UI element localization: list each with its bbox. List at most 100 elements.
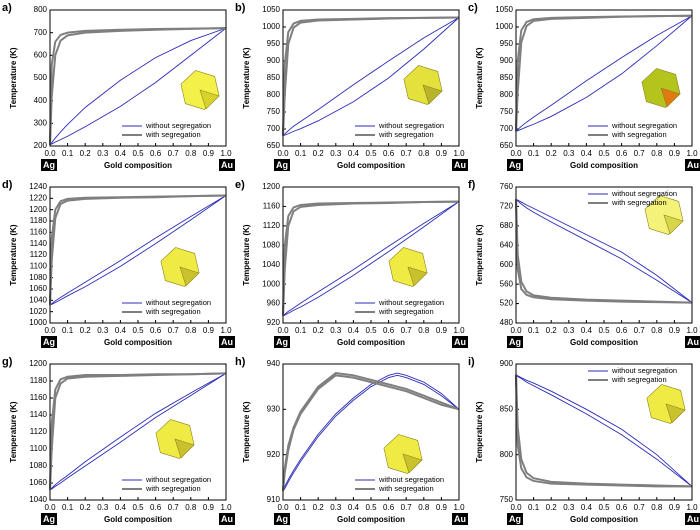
series-line bbox=[282, 374, 460, 492]
x-axis-label: Gold composition bbox=[104, 161, 172, 170]
x-tick-label: 0.9 bbox=[436, 149, 448, 158]
shape-icon-face bbox=[663, 214, 684, 235]
y-axis-label: Temperature (K) bbox=[242, 401, 251, 463]
x-tick-label: 0.1 bbox=[528, 326, 540, 335]
end-label: Au bbox=[221, 160, 233, 170]
series-line bbox=[49, 27, 227, 145]
x-tick-label: 0.6 bbox=[383, 326, 395, 335]
x-tick-label: 1.0 bbox=[453, 149, 465, 158]
y-tick-label: 1050 bbox=[262, 5, 280, 14]
y-tick-label: 300 bbox=[34, 118, 48, 127]
x-tick-label: 0.0 bbox=[510, 503, 522, 512]
x-tick-label: 0.9 bbox=[436, 326, 448, 335]
x-tick-label: 0.5 bbox=[598, 149, 610, 158]
panel: c) Temperature (K) Gold composition 650 700 7… bbox=[468, 2, 700, 171]
y-tick-label: 1080 bbox=[29, 461, 47, 470]
y-tick-label: 700 bbox=[267, 124, 281, 133]
y-tick-label: 950 bbox=[500, 39, 514, 48]
x-tick-label: 0.4 bbox=[115, 326, 127, 335]
x-tick-label: 0.1 bbox=[62, 503, 74, 512]
end-label-box bbox=[685, 159, 700, 171]
end-label-box bbox=[452, 513, 468, 525]
x-tick-label: 0.8 bbox=[651, 326, 663, 335]
end-label: Ag bbox=[276, 160, 288, 170]
x-tick-label: 0.4 bbox=[581, 326, 593, 335]
x-tick-label: 0.0 bbox=[44, 326, 56, 335]
panel: i) Temperature (K) Gold composition 750 800 8… bbox=[468, 356, 700, 525]
end-label: Ag bbox=[509, 160, 521, 170]
series-line bbox=[515, 14, 693, 132]
end-label-box bbox=[219, 159, 235, 171]
x-tick-label: 1.0 bbox=[453, 503, 465, 512]
end-label: Ag bbox=[509, 337, 521, 347]
x-tick-label: 0.5 bbox=[598, 503, 610, 512]
x-tick-label: 0.1 bbox=[295, 503, 307, 512]
x-tick-label: 0.8 bbox=[651, 503, 663, 512]
x-tick-label: 0.3 bbox=[563, 149, 575, 158]
y-tick-label: 680 bbox=[500, 221, 514, 230]
y-tick-label: 1040 bbox=[29, 295, 47, 304]
x-tick-label: 0.5 bbox=[132, 149, 144, 158]
end-label: Ag bbox=[43, 337, 55, 347]
end-label: Au bbox=[687, 514, 699, 524]
shape-icon-face bbox=[660, 87, 681, 108]
series-line bbox=[282, 201, 460, 317]
series-line bbox=[282, 16, 460, 136]
x-tick-label: 1.0 bbox=[220, 326, 232, 335]
x-tick-label: 0.5 bbox=[365, 326, 377, 335]
x-tick-label: 0.1 bbox=[528, 149, 540, 158]
y-axis-label: Temperature (K) bbox=[9, 401, 18, 463]
y-tick-label: 750 bbox=[500, 107, 514, 116]
x-tick-label: 0.4 bbox=[115, 503, 127, 512]
end-label-box bbox=[41, 336, 57, 348]
x-tick-label: 0.6 bbox=[616, 149, 628, 158]
end-label-box bbox=[507, 336, 523, 348]
y-tick-label: 800 bbox=[500, 450, 514, 459]
x-tick-label: 0.3 bbox=[330, 503, 342, 512]
y-tick-label: 1120 bbox=[263, 221, 281, 230]
x-tick-label: 0.1 bbox=[62, 149, 74, 158]
y-tick-label: 800 bbox=[34, 5, 48, 14]
plot-frame bbox=[515, 186, 693, 324]
y-tick-label: 1140 bbox=[30, 410, 48, 419]
x-tick-label: 0.2 bbox=[313, 326, 325, 335]
legend-label: without segregation bbox=[378, 475, 444, 484]
shape-icon-face bbox=[179, 266, 200, 287]
y-tick-label: 500 bbox=[34, 73, 48, 82]
series-line bbox=[282, 201, 460, 317]
x-tick-label: 0.7 bbox=[401, 149, 413, 158]
y-tick-label: 1220 bbox=[29, 193, 47, 202]
series-line bbox=[49, 195, 227, 306]
x-tick-label: 0.8 bbox=[651, 149, 663, 158]
end-label: Au bbox=[687, 337, 699, 347]
end-label-box bbox=[219, 513, 235, 525]
y-tick-label: 920 bbox=[267, 318, 281, 327]
x-tick-label: 1.0 bbox=[220, 149, 232, 158]
panel-label: a) bbox=[2, 2, 12, 14]
x-tick-label: 0.5 bbox=[132, 503, 144, 512]
legend-label: with segregation bbox=[145, 484, 201, 493]
x-tick-label: 0.7 bbox=[168, 149, 180, 158]
end-label: Au bbox=[454, 514, 466, 524]
y-tick-label: 1060 bbox=[29, 284, 47, 293]
legend-label: with segregation bbox=[611, 130, 667, 139]
x-tick-label: 0.0 bbox=[277, 503, 289, 512]
x-tick-label: 0.5 bbox=[365, 149, 377, 158]
y-axis-label: Temperature (K) bbox=[242, 47, 251, 109]
x-tick-label: 0.2 bbox=[546, 326, 558, 335]
end-label-box bbox=[452, 159, 468, 171]
series-line bbox=[515, 199, 693, 304]
series-line bbox=[282, 17, 460, 137]
y-axis-label: Temperature (K) bbox=[475, 47, 484, 109]
panel: a) Temperature (K) Gold composition 200 300 4… bbox=[2, 2, 235, 171]
end-label-box bbox=[274, 513, 290, 525]
y-tick-label: 560 bbox=[500, 279, 514, 288]
x-tick-label: 0.9 bbox=[669, 149, 681, 158]
plot-frame bbox=[49, 186, 227, 324]
x-tick-label: 0.7 bbox=[168, 326, 180, 335]
shape-icon-face bbox=[402, 453, 423, 474]
x-tick-label: 0.6 bbox=[150, 149, 162, 158]
series-line bbox=[49, 194, 227, 305]
y-tick-label: 1180 bbox=[30, 216, 48, 225]
end-label-box bbox=[274, 336, 290, 348]
